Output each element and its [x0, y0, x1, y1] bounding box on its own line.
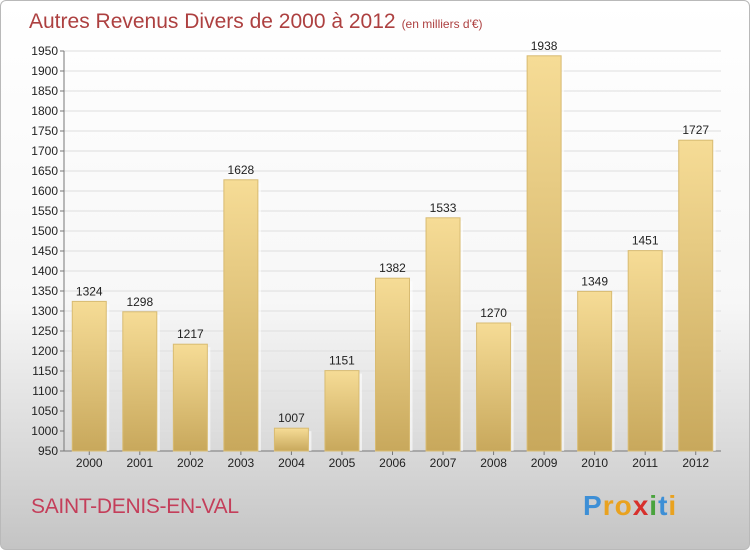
x-tick-label: 2008 — [480, 456, 507, 470]
bars: 1324 1298 1217 1628 1007 1151 1382 1533 1270 1938… — [71, 39, 716, 452]
proxiti-logo: Proxiti — [583, 490, 678, 521]
value-label: 1628 — [228, 163, 255, 177]
value-label: 1382 — [379, 261, 406, 275]
y-tick-label: 1250 — [31, 324, 58, 338]
location-label: SAINT-DENIS-EN-VAL — [31, 495, 239, 518]
y-tick-label: 1700 — [31, 144, 58, 158]
y-tick-label: 1650 — [31, 164, 58, 178]
bar-2002 — [172, 343, 208, 452]
bar-2001 — [122, 311, 158, 452]
x-tick-label: 2000 — [76, 456, 103, 470]
y-tick-label: 1600 — [31, 184, 58, 198]
value-label: 1007 — [278, 411, 305, 425]
bar-2012 — [678, 139, 714, 452]
bar-2005 — [324, 370, 360, 452]
y-tick-label: 1050 — [31, 404, 58, 418]
x-tick-label: 2012 — [682, 456, 709, 470]
y-tick-label: 1900 — [31, 64, 58, 78]
value-label: 1451 — [632, 234, 659, 248]
y-tick-label: 1300 — [31, 304, 58, 318]
bar-2003 — [223, 179, 259, 452]
value-label: 1727 — [682, 123, 709, 137]
x-tick-label: 2004 — [278, 456, 305, 470]
x-tick-label: 2006 — [379, 456, 406, 470]
x-tick-label: 2011 — [632, 456, 658, 470]
value-label: 1298 — [126, 295, 153, 309]
bar-2000 — [71, 300, 107, 452]
y-tick-label: 1400 — [31, 264, 58, 278]
bar-2006 — [375, 277, 410, 452]
value-label: 1324 — [76, 284, 103, 298]
y-tick-label: 1550 — [31, 204, 58, 218]
y-tick-label: 1800 — [31, 104, 58, 118]
value-label: 1151 — [329, 354, 355, 368]
value-label: 1349 — [581, 274, 608, 288]
y-tick-label: 1100 — [32, 384, 58, 398]
x-tick-label: 2005 — [329, 456, 356, 470]
y-tick-label: 950 — [38, 444, 58, 458]
x-tick-label: 2003 — [228, 456, 255, 470]
bar-2009 — [526, 55, 562, 452]
y-tick-label: 1350 — [31, 284, 58, 298]
value-label: 1533 — [430, 201, 457, 215]
y-tick-label: 1150 — [32, 364, 58, 378]
value-label: 1270 — [480, 306, 507, 320]
y-tick-label: 1950 — [31, 44, 58, 58]
y-tick-label: 1000 — [31, 424, 58, 438]
y-tick-label: 1500 — [31, 224, 58, 238]
bar-2007 — [425, 217, 461, 452]
y-tick-label: 1750 — [31, 124, 58, 138]
chart-subtitle: (en milliers d'€) — [401, 17, 483, 31]
axes: 950 1000 1050 1100 1150 1200 1250 1300 1350 1400 1… — [31, 44, 721, 470]
x-tick-label: 2002 — [177, 456, 204, 470]
chart-title-text: Autres Revenus Divers de 2000 à 2012 — [29, 10, 396, 33]
value-label: 1217 — [177, 327, 204, 341]
x-tick-label: 2009 — [531, 456, 558, 470]
y-tick-label: 1850 — [31, 84, 58, 98]
x-tick-label: 2001 — [126, 456, 153, 470]
y-tick-label: 1200 — [31, 344, 58, 358]
y-tick-label: 1450 — [31, 244, 58, 258]
x-tick-label: 2010 — [581, 456, 608, 470]
bar-2004 — [273, 427, 309, 452]
bar-2008 — [476, 322, 512, 452]
chart-title: Autres Revenus Divers de 2000 à 2012 (en … — [29, 10, 483, 34]
bar-2011 — [627, 250, 663, 452]
bar-2010 — [577, 290, 613, 452]
value-label: 1938 — [531, 39, 558, 53]
x-tick-label: 2007 — [430, 456, 457, 470]
